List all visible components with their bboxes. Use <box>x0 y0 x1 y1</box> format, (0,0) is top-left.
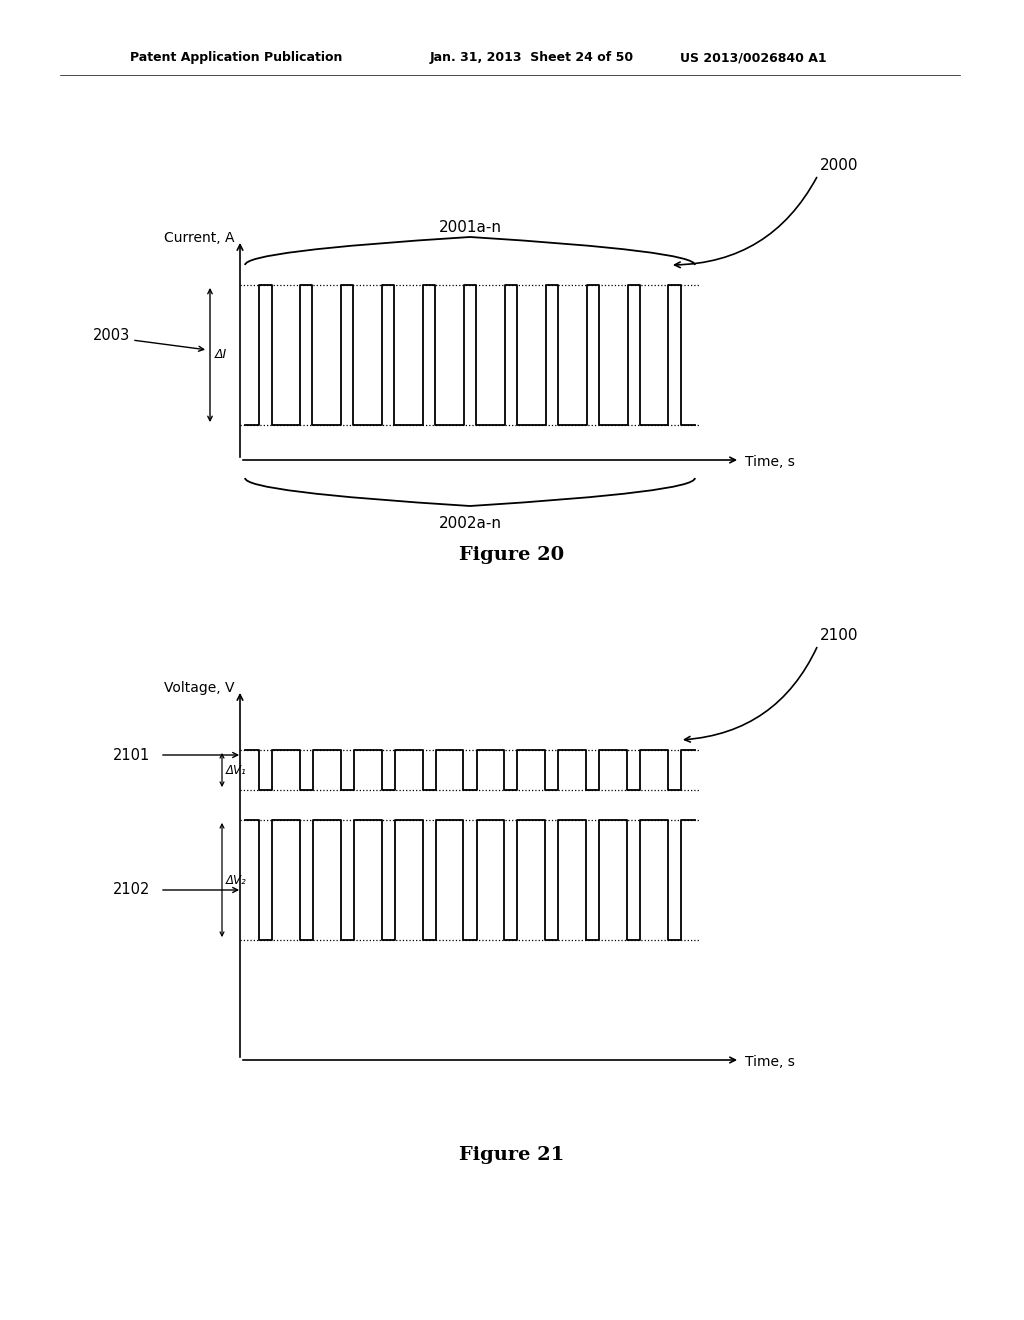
Text: Time, s: Time, s <box>745 455 795 469</box>
Text: US 2013/0026840 A1: US 2013/0026840 A1 <box>680 51 826 65</box>
Text: ΔV₂: ΔV₂ <box>226 874 247 887</box>
Text: Patent Application Publication: Patent Application Publication <box>130 51 342 65</box>
Text: Jan. 31, 2013  Sheet 24 of 50: Jan. 31, 2013 Sheet 24 of 50 <box>430 51 634 65</box>
Text: Figure 21: Figure 21 <box>460 1146 564 1164</box>
Text: Voltage, V: Voltage, V <box>165 681 234 696</box>
Text: 2001a-n: 2001a-n <box>438 220 502 235</box>
Text: Figure 20: Figure 20 <box>460 546 564 564</box>
Text: 2003: 2003 <box>93 327 130 342</box>
Text: Current, A: Current, A <box>165 231 234 246</box>
Text: 2102: 2102 <box>113 883 150 898</box>
Text: 2100: 2100 <box>820 627 858 643</box>
Text: 2002a-n: 2002a-n <box>438 516 502 531</box>
Text: Time, s: Time, s <box>745 1055 795 1069</box>
Text: ΔI: ΔI <box>215 348 227 362</box>
Text: 2000: 2000 <box>820 157 858 173</box>
Text: ΔV₁: ΔV₁ <box>226 763 247 776</box>
Text: 2101: 2101 <box>113 747 150 763</box>
